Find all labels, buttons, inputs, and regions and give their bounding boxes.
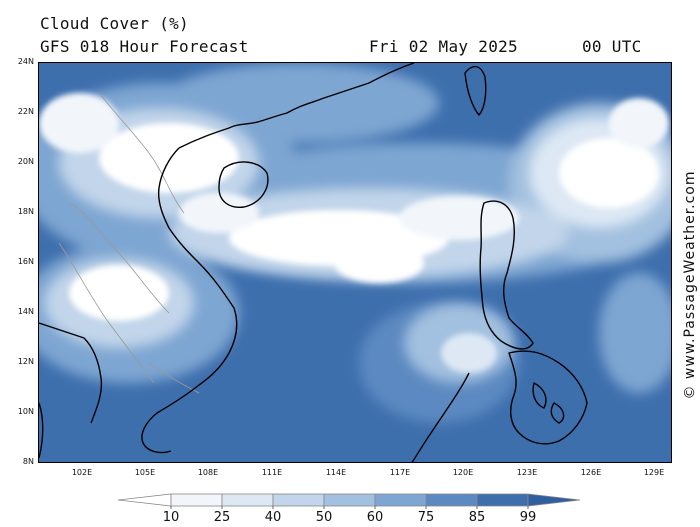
legend-tick-label: 85 [468, 510, 486, 525]
legend-arrow-high [527, 493, 581, 507]
legend-color-cell [221, 493, 274, 507]
lon-tick-label: 117E [389, 468, 411, 477]
lon-tick-label: 102E [71, 468, 93, 477]
legend-color-cell [323, 493, 376, 507]
legend-tick-label: 60 [366, 510, 384, 525]
lat-tick-label: 10N [17, 407, 34, 416]
lon-tick-label: 120E [452, 468, 474, 477]
legend-tick-label: 99 [519, 510, 537, 525]
lon-tick-label: 126E [580, 468, 602, 477]
map-canvas [39, 63, 671, 462]
forecast-subtitle: GFS 018 Hour Forecast [40, 37, 249, 56]
lat-tick-label: 16N [17, 257, 34, 266]
legend-color-cell [425, 493, 478, 507]
legend-color-bar [118, 493, 581, 509]
lat-tick-label: 14N [17, 307, 34, 316]
lat-tick-label: 18N [17, 207, 34, 216]
legend-arrow-low [118, 493, 172, 507]
lat-tick-label: 8N [22, 457, 34, 466]
forecast-date: Fri 02 May 2025 [369, 37, 518, 56]
lon-tick-label: 123E [516, 468, 538, 477]
lon-tick-label: 108E [197, 468, 219, 477]
country-borders [58, 92, 200, 394]
credit-watermark: © www.PassageWeather.com [682, 170, 698, 400]
legend-color-cell [476, 493, 529, 507]
legend-color-cell [170, 493, 223, 507]
legend-tick-label: 40 [264, 510, 282, 525]
lat-tick-label: 20N [17, 157, 34, 166]
lon-tick-label: 111E [261, 468, 283, 477]
lat-tick-label: 24N [17, 57, 34, 66]
coastlines [39, 63, 588, 462]
color-legend [118, 493, 581, 509]
legend-color-cell [272, 493, 325, 507]
lon-tick-label: 114E [325, 468, 347, 477]
lon-tick-label: 129E [643, 468, 665, 477]
legend-color-cell [374, 493, 427, 507]
cloud-layer-white [39, 93, 669, 373]
legend-tick-label: 50 [315, 510, 333, 525]
legend-tick-label: 10 [162, 510, 180, 525]
map-title: Cloud Cover (%) [40, 14, 189, 33]
cloud-cover-map [38, 62, 672, 463]
legend-tick-label: 25 [213, 510, 231, 525]
lat-tick-label: 22N [17, 107, 34, 116]
legend-tick-label: 75 [417, 510, 435, 525]
lat-tick-label: 12N [17, 357, 34, 366]
lon-tick-label: 105E [134, 468, 156, 477]
forecast-time: 00 UTC [582, 37, 642, 56]
